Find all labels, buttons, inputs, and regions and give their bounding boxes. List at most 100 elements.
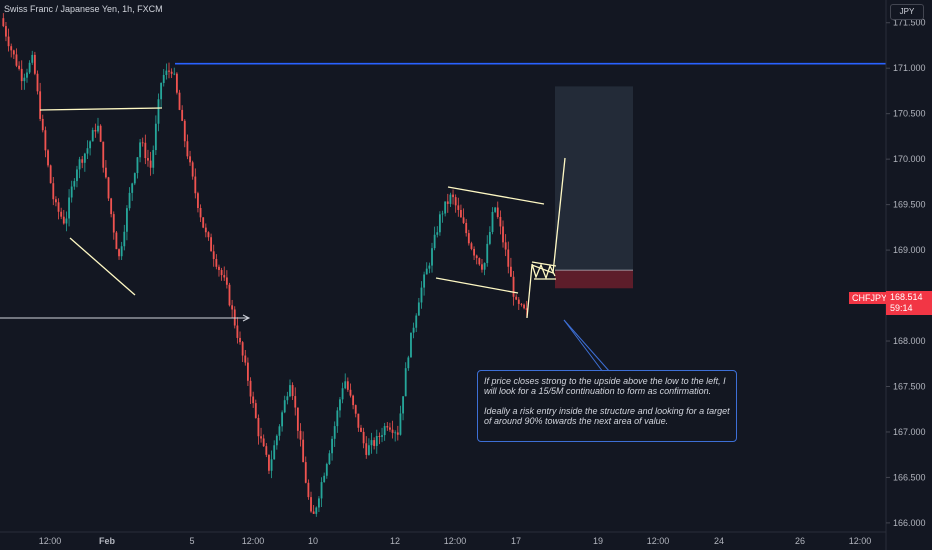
candle-body xyxy=(415,315,418,328)
price-tick-label-4: 169.500 xyxy=(893,200,926,210)
candle-body xyxy=(502,226,504,243)
long-position-target-zone[interactable] xyxy=(555,86,633,271)
candle-body xyxy=(449,194,452,204)
time-axis[interactable]: 12:00 Feb 5 12:00 10 12 12:00 17 19 12:00 24 26 12:0… xyxy=(39,536,872,546)
time-tick-label-11: 26 xyxy=(795,536,805,546)
time-tick-label-8: 19 xyxy=(593,536,603,546)
candle-body xyxy=(307,482,310,498)
candle-body xyxy=(60,211,63,217)
annotation-callout[interactable]: If price closes strong to the upside abo… xyxy=(477,370,737,442)
candle-body xyxy=(381,435,383,437)
candle-body xyxy=(515,296,518,300)
candle-body xyxy=(507,249,510,267)
candle-body xyxy=(218,266,220,271)
candle-body xyxy=(504,242,507,250)
candle-body xyxy=(186,141,189,157)
candle-body xyxy=(425,268,428,275)
candle-body xyxy=(341,388,344,400)
candle-body xyxy=(396,432,399,435)
candle-body xyxy=(49,165,52,184)
candle-body xyxy=(181,109,184,121)
time-tick-label-12: 12:00 xyxy=(849,536,872,546)
long-position-stop-zone[interactable] xyxy=(555,270,633,289)
candle-body xyxy=(278,426,281,436)
candle-body xyxy=(296,407,299,431)
candle-body xyxy=(391,429,394,433)
candle-body xyxy=(467,233,470,244)
candle-body xyxy=(126,208,128,232)
candle-body xyxy=(7,36,10,47)
candle-body xyxy=(115,232,118,250)
candle-body xyxy=(97,125,99,132)
candle-body xyxy=(273,445,276,460)
price-tick-label-5: 169.000 xyxy=(893,245,926,255)
candle-body xyxy=(428,265,431,269)
candle-body xyxy=(15,54,18,66)
candle-body xyxy=(404,368,407,397)
candle-body xyxy=(357,413,360,428)
currency-badge[interactable]: JPY xyxy=(890,4,924,20)
candle-body xyxy=(318,498,320,508)
candle-body xyxy=(378,435,381,437)
candle-body xyxy=(52,183,55,200)
candle-body xyxy=(89,141,92,149)
time-tick-label-7: 17 xyxy=(511,536,521,546)
horizontal-arrow[interactable] xyxy=(0,314,251,322)
candle-body xyxy=(486,243,489,264)
candle-body xyxy=(383,426,386,436)
price-axis-background xyxy=(886,0,932,550)
candle-body xyxy=(157,99,160,124)
candle-body xyxy=(423,274,426,288)
candle-body xyxy=(244,355,247,363)
candle-body xyxy=(178,92,181,110)
candle-body xyxy=(462,217,465,223)
candlestick-series xyxy=(2,13,528,517)
candle-body xyxy=(352,395,355,406)
trend-drawings[interactable] xyxy=(39,107,566,319)
candle-body xyxy=(91,130,94,142)
candle-body xyxy=(86,148,89,154)
chart-title: Swiss Franc / Japanese Yen, 1h, FXCM xyxy=(4,4,163,14)
candle-body xyxy=(289,385,291,397)
candle-body xyxy=(104,167,107,178)
time-tick-label-4: 10 xyxy=(308,536,318,546)
candle-body xyxy=(152,150,155,168)
candle-body xyxy=(202,217,205,228)
candle-body xyxy=(231,305,234,310)
candle-body xyxy=(375,435,378,446)
candle-body xyxy=(220,270,223,276)
channel-upper-line xyxy=(447,186,545,205)
candle-body xyxy=(199,208,202,218)
price-axis[interactable]: 171.500 171.000 170.500 170.000 169.500 169.0… xyxy=(886,18,926,528)
candle-body xyxy=(386,426,389,428)
candle-body xyxy=(457,205,460,210)
candle-body xyxy=(2,18,5,27)
candle-body xyxy=(270,459,273,471)
candle-body xyxy=(509,266,512,277)
candle-body xyxy=(212,251,215,260)
candle-body xyxy=(286,396,289,401)
candle-body xyxy=(354,405,357,414)
time-tick-label-1: Feb xyxy=(99,536,116,546)
candle-body xyxy=(210,237,212,252)
candle-body xyxy=(420,287,423,303)
time-tick-label-5: 12 xyxy=(390,536,400,546)
candle-body xyxy=(360,427,362,432)
candle-body xyxy=(112,214,115,233)
candle-body xyxy=(491,211,494,232)
candle-body xyxy=(83,153,86,163)
candle-body xyxy=(204,227,207,233)
candle-body xyxy=(478,258,481,265)
candle-body xyxy=(525,308,528,310)
callout-pointer-2 xyxy=(563,319,607,377)
candle-body xyxy=(260,436,262,439)
candle-body xyxy=(144,142,147,159)
candle-body xyxy=(26,72,28,78)
candle-body xyxy=(99,125,102,142)
candle-body xyxy=(433,234,436,249)
candle-body xyxy=(139,142,141,158)
candle-body xyxy=(394,432,397,434)
candle-body xyxy=(183,120,186,142)
candle-body xyxy=(438,214,441,233)
